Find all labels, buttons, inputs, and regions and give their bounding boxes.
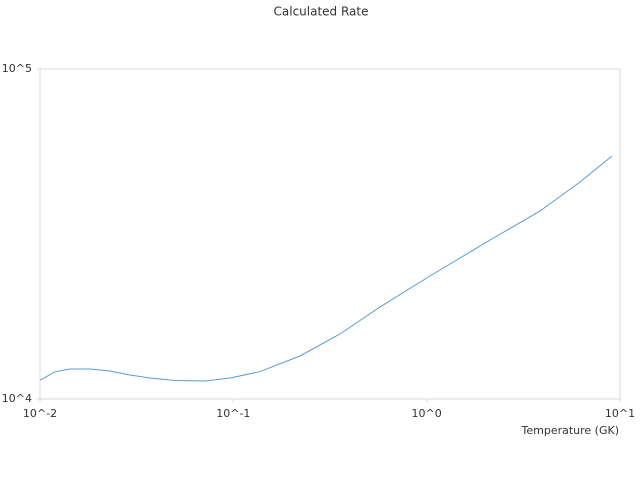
x-tick-label: 10^-1 <box>216 407 250 420</box>
x-tick-label: 10^-2 <box>23 407 57 420</box>
plot-area <box>39 68 621 400</box>
y-tick-label: 10^4 <box>2 392 32 405</box>
x-tick-label: 10^1 <box>605 407 635 420</box>
series-line <box>39 155 613 382</box>
y-tick-label: 10^5 <box>2 62 32 75</box>
chart-title: Calculated Rate <box>274 5 369 19</box>
x-tick-label: 10^0 <box>412 407 442 420</box>
x-axis-label: Temperature (GK) <box>521 424 620 437</box>
